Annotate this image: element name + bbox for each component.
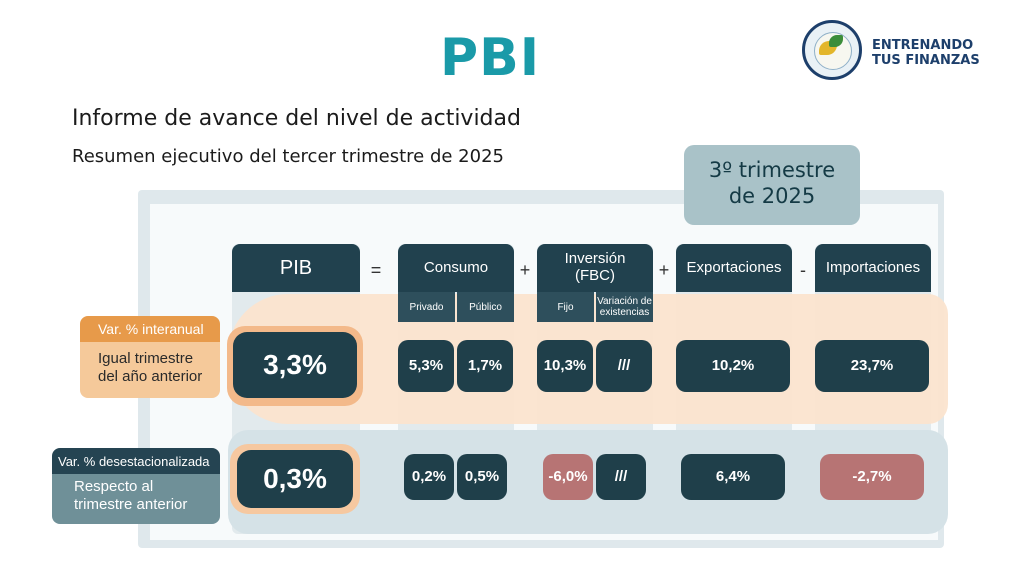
- header-inversion-line2: (FBC): [575, 267, 615, 284]
- header-inversion-line1: Inversión: [564, 250, 626, 267]
- brand-logo-icon: [802, 20, 862, 80]
- quarter-line2: de 2025: [728, 184, 816, 208]
- header-pib: PIB: [232, 244, 360, 292]
- row-interanual-desc-line1: Igual trimestre: [98, 350, 194, 367]
- row-desest-desc: Respecto al trimestre anterior: [52, 474, 220, 524]
- brand-name-line1: ENTRENANDO: [872, 38, 974, 53]
- value-publico-desest: 0,5%: [457, 454, 507, 500]
- value-exportaciones-desest: 6,4%: [681, 454, 785, 500]
- subheader-publico: Público: [469, 302, 502, 313]
- header-inversion: Inversión (FBC): [537, 244, 653, 292]
- row-interanual-desc: Igual trimestre del año anterior: [80, 342, 220, 398]
- subheader-privado: Privado: [409, 302, 444, 313]
- row-interanual-desc-line2: del año anterior: [98, 368, 203, 385]
- subheader-variacion-line1: Variación de: [597, 296, 652, 307]
- header-consumo: Consumo: [398, 244, 514, 292]
- value-privado-desest: 0,2%: [404, 454, 454, 500]
- value-pib-desest: 0,3%: [237, 450, 353, 508]
- value-privado-interanual: 5,3%: [398, 340, 454, 392]
- subheader-variacion-line2: existencias: [599, 307, 650, 318]
- value-variacion-interanual: ///: [596, 340, 652, 392]
- value-fijo-interanual: 10,3%: [537, 340, 593, 392]
- row-desest-desc-line2: trimestre anterior: [74, 496, 188, 513]
- value-publico-interanual: 1,7%: [457, 340, 513, 392]
- subheader-variacion: Variación de existencias: [596, 296, 653, 318]
- operator-minus: -: [800, 260, 806, 280]
- brand-name-line2: TUS FINANZAS: [872, 53, 980, 68]
- subheader-fijo: Fijo: [557, 302, 574, 313]
- quarter-badge: 3º trimestre de 2025: [684, 145, 860, 225]
- page-title: PBI: [439, 28, 541, 88]
- row-desest-tag: Var. % desestacionalizada: [52, 448, 220, 474]
- value-fijo-desest: -6,0%: [543, 454, 593, 500]
- subheader-privado-cell: [398, 292, 455, 322]
- value-importaciones-desest: -2,7%: [820, 454, 924, 500]
- operator-equals: =: [370, 260, 382, 280]
- brand-name: ENTRENANDO TUS FINANZAS: [872, 38, 980, 68]
- value-exportaciones-interanual: 10,2%: [676, 340, 790, 392]
- header-exportaciones: Exportaciones: [676, 244, 792, 292]
- subheader-publico-cell: [457, 292, 514, 322]
- operator-plus-2: +: [658, 260, 670, 280]
- report-subtitle: Resumen ejecutivo del tercer trimestre d…: [72, 146, 504, 167]
- header-importaciones: Importaciones: [815, 244, 931, 292]
- row-desest-desc-line1: Respecto al: [74, 478, 154, 495]
- subheader-variacion-cell: [596, 292, 653, 322]
- row-interanual-tag: Var. % interanual: [80, 316, 220, 342]
- subheader-fijo-cell: [537, 292, 594, 322]
- value-variacion-desest: ///: [596, 454, 646, 500]
- value-pib-interanual: 3,3%: [233, 332, 357, 398]
- value-importaciones-interanual: 23,7%: [815, 340, 929, 392]
- operator-plus-1: +: [519, 260, 531, 280]
- quarter-line1: 3º trimestre: [708, 158, 836, 182]
- report-title: Informe de avance del nivel de actividad: [72, 106, 521, 131]
